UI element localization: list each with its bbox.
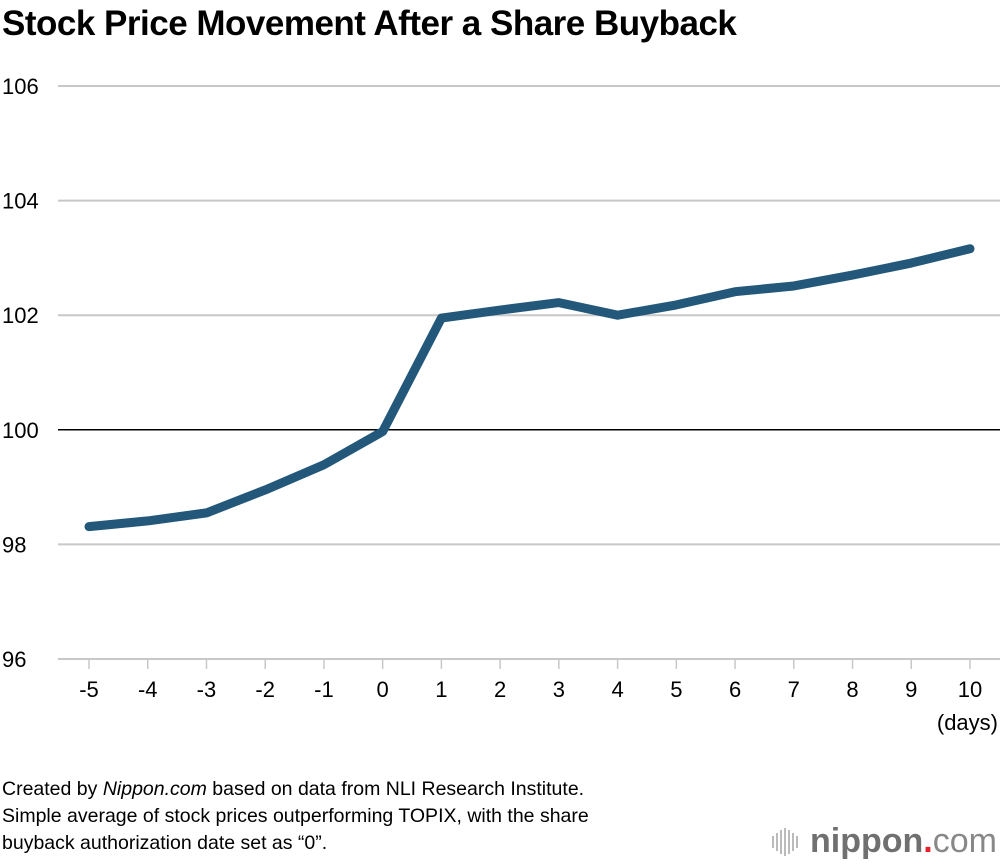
footnote-source: Nippon.com [102, 778, 207, 800]
series-line [84, 244, 975, 532]
chart-title: Stock Price Movement After a Share Buyba… [2, 4, 737, 43]
y-tick-label: 106 [2, 74, 39, 99]
nippon-logo: nippon. com [772, 822, 997, 861]
x-tick-label: -4 [138, 677, 158, 702]
x-tick-label: 9 [905, 677, 917, 702]
x-tick-label: -5 [79, 677, 99, 702]
x-tick-label: -3 [197, 677, 217, 702]
x-tick-label: 2 [494, 677, 506, 702]
x-tick-label: 8 [846, 677, 858, 702]
footnote-text: based on data from NLI Research Institut… [206, 778, 585, 800]
sound-bars-icon [772, 827, 798, 856]
y-tick-label: 98 [2, 532, 26, 557]
chart-footnote: Created by Nippon.com based on data from… [2, 776, 589, 857]
x-tick-label: 0 [377, 677, 389, 702]
y-tick-label: 104 [2, 189, 39, 214]
x-tick-label: -2 [255, 677, 275, 702]
logo-dot: . [923, 822, 933, 860]
y-tick-label: 100 [2, 418, 39, 443]
x-tick-label: 6 [729, 677, 741, 702]
logo-suffix: com [932, 822, 997, 860]
x-tick-label: 4 [611, 677, 623, 702]
x-tick-label: 10 [958, 677, 982, 702]
y-tick-label: 102 [2, 303, 39, 328]
x-tick-label: 5 [670, 677, 682, 702]
x-tick-label: -1 [314, 677, 334, 702]
footnote-text: Created by [2, 778, 103, 800]
x-tick-label: 3 [553, 677, 565, 702]
footnote-text: buyback authorization date set as “0”. [2, 832, 328, 854]
y-tick-label: 96 [2, 647, 26, 672]
x-tick-label: 1 [435, 677, 447, 702]
x-axis-label: (days) [937, 710, 998, 735]
logo-name: nippon [810, 822, 924, 860]
x-tick-label: 7 [788, 677, 800, 702]
footnote-text: Simple average of stock prices outperfor… [2, 805, 589, 827]
